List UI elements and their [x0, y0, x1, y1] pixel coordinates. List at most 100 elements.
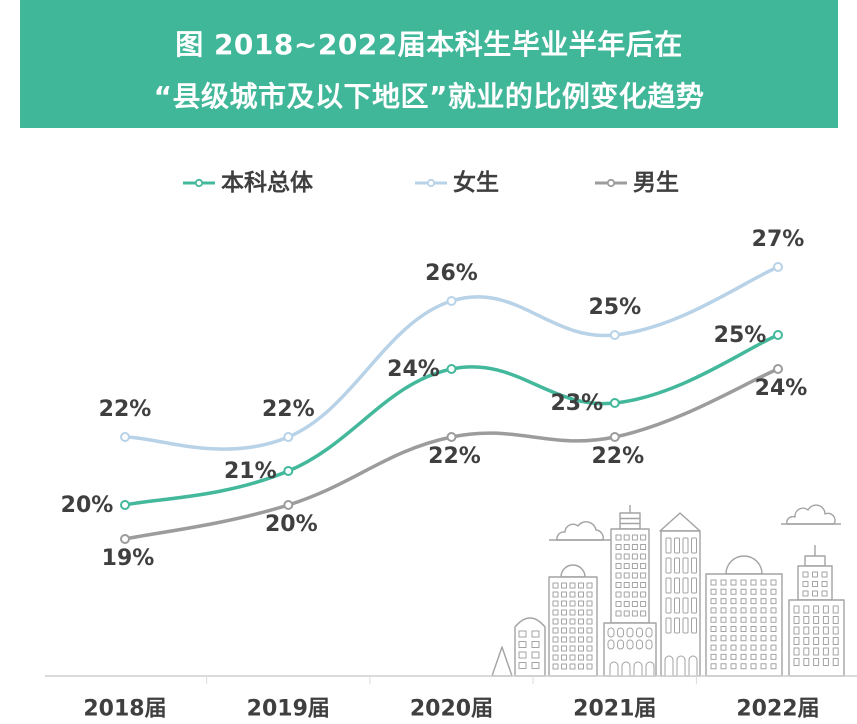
building-window	[710, 653, 717, 660]
building-window	[518, 662, 527, 669]
building-window	[720, 644, 727, 651]
building-window	[803, 637, 810, 645]
building-window	[691, 557, 697, 574]
building-window	[812, 571, 818, 578]
series-male-point	[446, 432, 457, 442]
legend-line-marker-icon	[183, 178, 215, 188]
series-overall-data-label: 23%	[550, 391, 603, 416]
series-female-point	[120, 432, 130, 442]
building-window	[615, 534, 622, 541]
building-window	[586, 645, 593, 652]
building-window	[750, 579, 757, 586]
building-window	[636, 627, 643, 638]
building-window	[615, 563, 622, 569]
legend-label: 本科总体	[221, 170, 313, 196]
x-axis-tick-label: 2022届	[736, 697, 819, 722]
series-overall-point	[773, 330, 783, 340]
building-window	[802, 581, 809, 587]
data-label-value: 24	[387, 357, 418, 382]
building-window	[674, 557, 680, 574]
x-axis-tick-label: 2021届	[573, 697, 656, 722]
building-window	[631, 553, 638, 560]
building-window	[770, 626, 777, 632]
building-window	[691, 537, 697, 554]
building-window	[812, 590, 818, 597]
building-window	[561, 654, 567, 661]
building-arched-door	[621, 661, 631, 676]
series-overall-point	[446, 364, 457, 374]
building-window	[531, 651, 540, 659]
building-window	[803, 626, 810, 635]
building-window	[813, 616, 820, 624]
building-window	[750, 626, 757, 632]
building-window	[760, 653, 767, 660]
building-window	[552, 654, 559, 661]
building-window	[623, 572, 630, 579]
data-label-value: 22	[428, 444, 459, 469]
cloud-icon	[556, 521, 604, 541]
building-window	[740, 635, 747, 642]
data-label-value: 25	[588, 295, 619, 320]
building-window	[691, 577, 697, 594]
building-window	[623, 610, 630, 617]
building-window	[730, 663, 737, 670]
building-window	[623, 553, 630, 560]
building-window	[561, 663, 567, 670]
building-window	[750, 653, 757, 660]
building-window	[665, 617, 672, 634]
data-label-unit: %	[418, 357, 440, 382]
building-window	[802, 590, 809, 597]
building-window	[730, 588, 737, 595]
building-window	[531, 630, 540, 638]
building-window	[631, 544, 638, 550]
building-window	[803, 647, 810, 656]
building-window	[578, 636, 584, 643]
series-lines	[123, 265, 780, 541]
building-window	[640, 601, 647, 607]
building-window	[645, 627, 653, 638]
building-window	[640, 544, 647, 550]
building-window	[710, 626, 717, 632]
building-window	[631, 582, 638, 588]
building-window	[552, 627, 559, 634]
x-axis-tick-label: 2018届	[83, 697, 166, 722]
building-window	[710, 635, 717, 642]
building-window	[691, 597, 697, 614]
tower-top	[619, 512, 641, 530]
building-window	[617, 627, 624, 638]
data-label-value: 26	[425, 261, 456, 286]
building-window	[710, 616, 717, 623]
building-window	[682, 577, 689, 594]
series-female-point	[773, 262, 783, 272]
building-window	[569, 636, 576, 643]
building-window	[674, 597, 680, 614]
building-window	[578, 663, 584, 670]
building-arched-door	[664, 655, 674, 676]
building-window	[760, 598, 767, 605]
series-overall-line	[123, 333, 780, 507]
building-window	[561, 645, 567, 652]
building-roof	[659, 512, 701, 532]
building-window	[770, 616, 777, 623]
series-male-data-label: 19%	[102, 546, 155, 571]
data-label-unit: %	[619, 295, 641, 320]
building-window	[750, 607, 757, 614]
building-window	[578, 627, 584, 634]
building-window	[626, 627, 634, 638]
building-window	[710, 588, 717, 595]
building-window	[640, 553, 647, 560]
building-window	[760, 626, 767, 632]
building-window	[569, 645, 576, 652]
building-window	[821, 590, 828, 597]
building-window	[730, 579, 737, 586]
building-window	[623, 563, 630, 569]
building-window	[561, 618, 567, 625]
building-arched-door	[645, 661, 655, 676]
series-female-data-label: 22%	[99, 397, 152, 422]
building-window	[640, 572, 647, 579]
building-window	[665, 557, 672, 574]
building-window	[569, 618, 576, 625]
legend-label: 女生	[453, 170, 499, 196]
building-window	[615, 601, 622, 607]
building-window	[623, 534, 630, 541]
